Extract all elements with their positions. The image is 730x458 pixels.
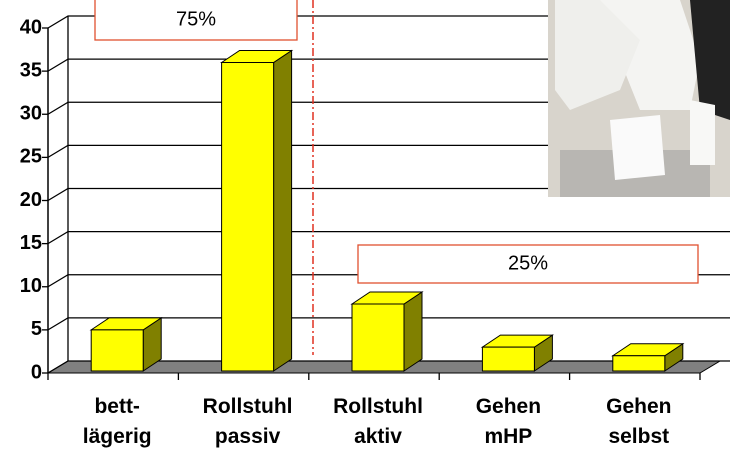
y-tick-label: 20 [20, 189, 42, 211]
bar-side [273, 49, 293, 372]
annotation-box [357, 244, 699, 284]
bar-front [221, 62, 275, 372]
bar [219, 49, 294, 372]
y-tick-label: 25 [20, 146, 42, 168]
y-tick-label: 10 [20, 275, 42, 297]
bar-side [403, 291, 423, 372]
bar-front [481, 346, 535, 372]
annotation: 75% [176, 8, 216, 30]
bar-front [90, 329, 144, 372]
y-tick-label: 0 [31, 361, 42, 383]
photo [548, 0, 730, 197]
bar [89, 316, 163, 372]
x-tick-label: bett- lägerig [82, 395, 152, 448]
x-tick-label: Rollstuhl passiv [202, 395, 293, 448]
annotation: 25% [508, 252, 548, 274]
bar [480, 334, 555, 372]
bar [611, 342, 685, 372]
bar [350, 291, 424, 372]
bar-front [351, 303, 405, 372]
x-tick-label: Gehen selbst [606, 395, 672, 448]
y-tick-label: 30 [20, 103, 42, 125]
y-tick-label: 40 [20, 16, 42, 38]
y-tick-label: 5 [31, 318, 42, 340]
bar-front [612, 355, 666, 372]
axes: 0 5 10 15 20 25 30 35 40 [20, 15, 730, 383]
x-tick-label: Gehen mHP [475, 395, 542, 448]
grid-line [47, 230, 730, 245]
y-tick-label: 35 [20, 59, 42, 81]
x-tick-label: Rollstuhl aktiv [333, 395, 423, 448]
annotation-box [94, 0, 298, 41]
y-tick-label: 15 [20, 232, 42, 254]
